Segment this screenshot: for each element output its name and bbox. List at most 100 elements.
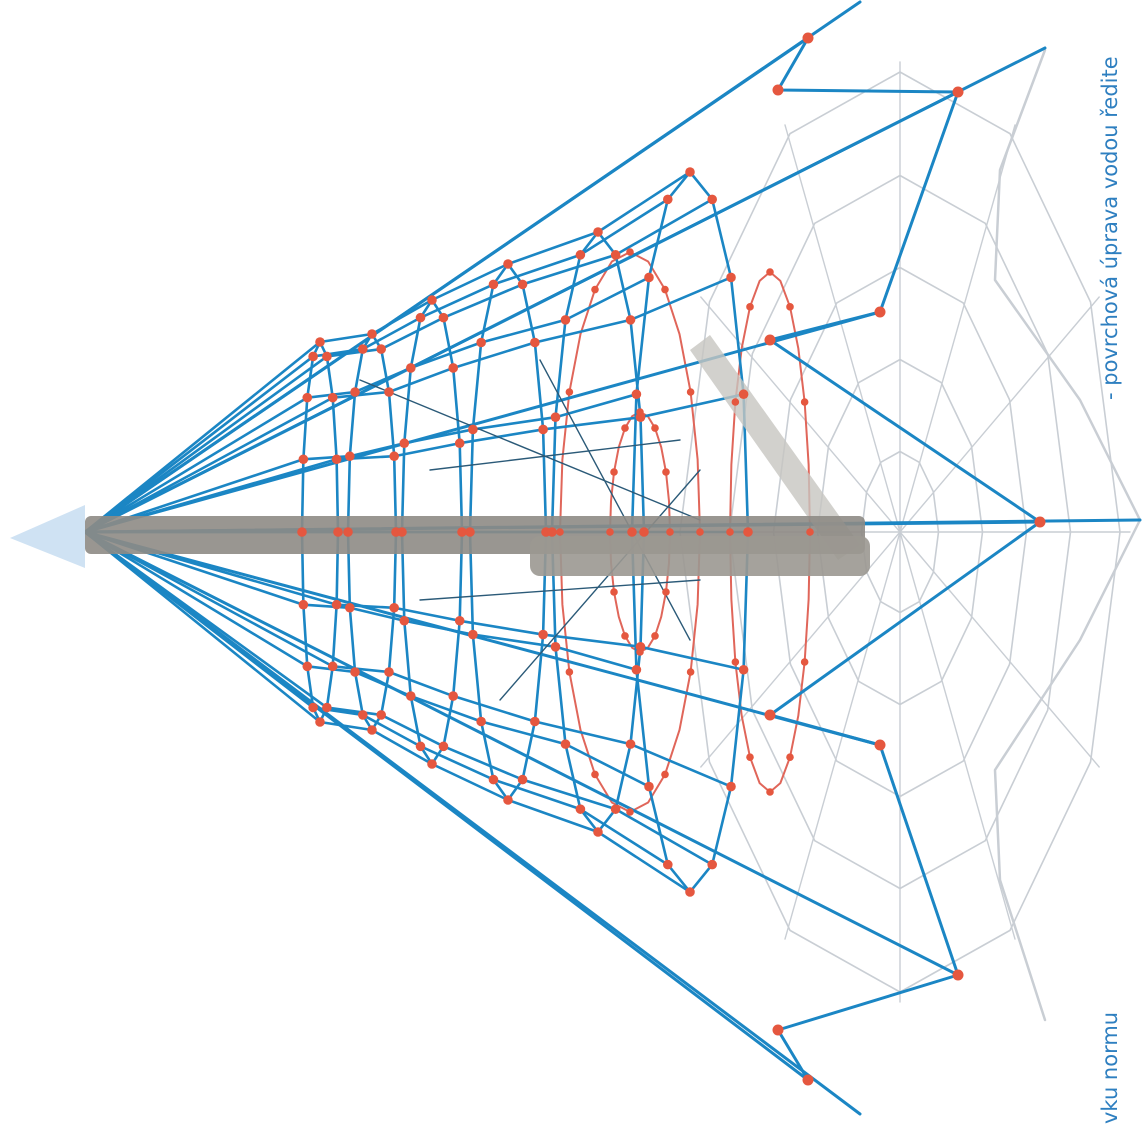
rope-node	[530, 716, 540, 727]
mast-tip-cone	[10, 505, 85, 568]
rope-node	[476, 716, 486, 727]
rope-node	[610, 468, 618, 476]
rope-node	[662, 588, 670, 596]
rope-node	[766, 788, 774, 796]
rope-node	[476, 337, 486, 348]
brace-rope	[499, 469, 701, 701]
rope-node	[621, 424, 629, 432]
rope-node	[565, 668, 574, 676]
rope-node	[738, 389, 749, 400]
rope-node	[547, 527, 557, 537]
brace-rope	[359, 379, 701, 521]
rope-node	[874, 739, 886, 751]
rope-node	[327, 392, 338, 403]
rope-node	[560, 315, 571, 325]
rope-node	[530, 337, 540, 348]
rope-node	[556, 528, 564, 536]
rope-node	[503, 795, 513, 805]
faded-web-spoke	[700, 296, 901, 533]
rope-node	[666, 528, 674, 536]
rope-node	[468, 629, 478, 640]
radial-rope	[83, 530, 862, 1116]
rope-node	[639, 527, 649, 537]
rope-node	[593, 227, 603, 237]
faded-web-spoke	[899, 124, 1016, 533]
rope-node	[308, 351, 318, 362]
longitudinal-rope	[83, 198, 670, 534]
rope-node	[651, 424, 659, 432]
rope-node	[707, 194, 717, 205]
rope-node	[448, 691, 459, 701]
rope-node	[331, 599, 342, 610]
rope-node	[686, 388, 695, 396]
faded-web-spoke	[899, 531, 1100, 768]
side-caption-right: - povrchová úprava vodou ředite	[1098, 56, 1122, 400]
rope-node	[806, 528, 814, 536]
rope-node	[644, 781, 654, 792]
rope-node	[636, 408, 644, 416]
rope-node	[560, 739, 571, 749]
rope-node	[626, 808, 634, 816]
rope-node	[538, 424, 548, 435]
rope-node	[415, 741, 426, 752]
rope-node	[399, 438, 410, 449]
rope-node	[663, 194, 673, 205]
rope-node	[575, 250, 586, 260]
rope-node	[786, 303, 794, 311]
rope-node	[621, 632, 629, 640]
rope-node	[315, 337, 325, 347]
rope-node	[345, 602, 355, 613]
mast-sleeve	[530, 536, 870, 576]
rope-node	[327, 661, 338, 672]
rope-node	[802, 32, 814, 44]
radial-rope	[83, 530, 960, 977]
rope-node	[302, 661, 313, 672]
rope-node	[1034, 516, 1046, 528]
rope-node	[696, 528, 704, 536]
faded-web-spoke	[899, 296, 1100, 533]
rope-node	[488, 279, 499, 290]
rope-node	[550, 412, 561, 422]
rope-node	[746, 303, 754, 311]
rope-node	[358, 344, 368, 354]
rope-node	[358, 710, 368, 720]
radial-rope	[83, 530, 882, 747]
rope-node	[764, 334, 776, 346]
rope-node	[591, 770, 599, 779]
rope-node	[405, 363, 416, 373]
faded-web-spoke	[899, 531, 1016, 940]
rope-node	[298, 599, 309, 610]
rope-node	[625, 739, 636, 749]
rope-node	[517, 279, 528, 290]
rope-node	[308, 702, 318, 713]
faded-web-spoke	[784, 124, 901, 533]
diagonal-support	[690, 335, 860, 560]
rope-node	[488, 774, 499, 785]
rope-node	[454, 438, 465, 449]
rope-node	[438, 741, 449, 752]
rope-node	[415, 312, 426, 323]
rope-node	[644, 272, 654, 283]
node-layer	[297, 32, 1046, 1086]
rope-node	[952, 86, 964, 98]
rope-node	[726, 781, 736, 792]
rope-node	[350, 387, 360, 397]
rope-node	[625, 315, 636, 325]
rope-node	[457, 527, 467, 537]
rope-node	[800, 658, 809, 666]
rope-node	[538, 629, 548, 640]
rope-node	[874, 306, 886, 318]
rope-node	[331, 454, 342, 465]
rope-node	[297, 527, 307, 537]
rope-node	[367, 725, 377, 735]
rope-node	[800, 398, 809, 406]
rope-node	[651, 632, 659, 640]
rope-node	[376, 710, 386, 720]
rope-node	[593, 827, 603, 837]
rope-node	[746, 753, 754, 761]
rope-node	[631, 389, 642, 400]
rope-node	[802, 1074, 814, 1086]
rope-node	[345, 451, 355, 462]
rope-node	[707, 859, 717, 870]
